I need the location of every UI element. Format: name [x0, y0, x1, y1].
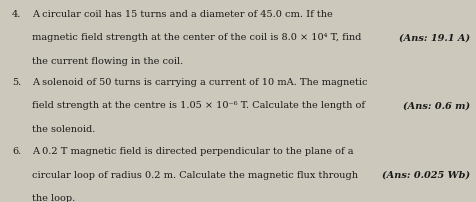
Text: A 0.2 T magnetic field is directed perpendicular to the plane of a: A 0.2 T magnetic field is directed perpe…	[32, 146, 353, 155]
Text: (Ans: 19.1 A): (Ans: 19.1 A)	[398, 33, 469, 42]
Text: 6.: 6.	[12, 146, 21, 155]
Text: the solenoid.: the solenoid.	[32, 124, 96, 133]
Text: the loop.: the loop.	[32, 193, 76, 202]
Text: circular loop of radius 0.2 m. Calculate the magnetic flux through: circular loop of radius 0.2 m. Calculate…	[32, 170, 357, 179]
Text: magnetic field strength at the center of the coil is 8.0 × 10⁴ T, find: magnetic field strength at the center of…	[32, 33, 361, 42]
Text: (Ans: 0.025 Wb): (Ans: 0.025 Wb)	[381, 170, 469, 179]
Text: the current flowing in the coil.: the current flowing in the coil.	[32, 57, 183, 65]
Text: 5.: 5.	[12, 78, 21, 87]
Text: field strength at the centre is 1.05 × 10⁻⁶ T. Calculate the length of: field strength at the centre is 1.05 × 1…	[32, 101, 365, 110]
Text: A circular coil has 15 turns and a diameter of 45.0 cm. If the: A circular coil has 15 turns and a diame…	[32, 10, 333, 19]
Text: (Ans: 0.6 m): (Ans: 0.6 m)	[402, 101, 469, 110]
Text: 4.: 4.	[12, 10, 21, 19]
Text: A solenoid of 50 turns is carrying a current of 10 mA. The magnetic: A solenoid of 50 turns is carrying a cur…	[32, 78, 367, 87]
